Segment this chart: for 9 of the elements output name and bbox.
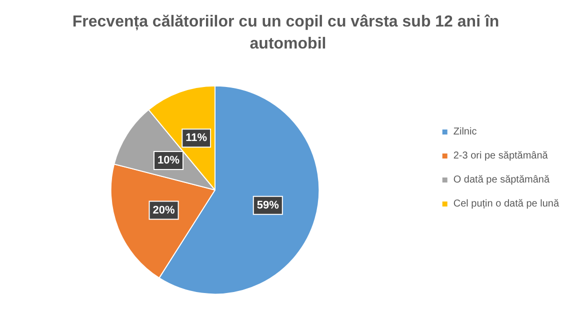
legend-label: O dată pe săptămână	[453, 174, 550, 186]
chart-title: Frecvența călătoriilor cu un copil cu vârsta sub 12 ani în automobil	[72, 14, 504, 52]
data-label: 59%	[256, 199, 280, 212]
data-label: 10%	[157, 154, 180, 166]
legend-label: Zilnic	[453, 126, 477, 138]
data-label: 11%	[186, 132, 208, 144]
legend-label: 2-3 ori pe săptămână	[453, 150, 548, 162]
legend-label: Cel puțin o dată pe lună	[453, 198, 560, 210]
data-label: 20%	[152, 204, 176, 216]
